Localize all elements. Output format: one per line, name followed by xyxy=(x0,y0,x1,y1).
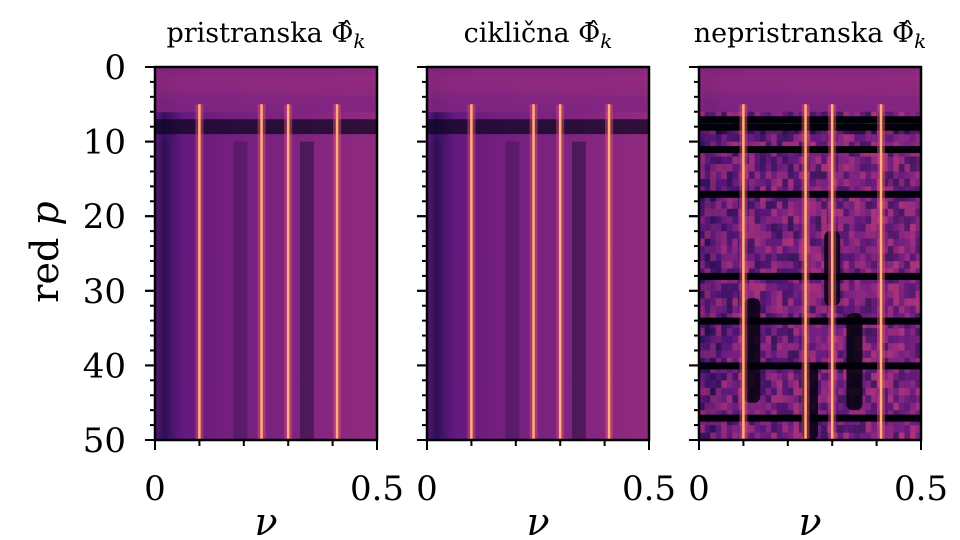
panel-frame xyxy=(697,65,923,442)
x-tick-label: 0.5 xyxy=(622,469,676,509)
x-axis-label: ν xyxy=(798,500,821,540)
y-tick-label: 20 xyxy=(83,197,126,237)
panel-2: ciklična Φ̂k 0 0.5 ν xyxy=(416,18,676,540)
dark-band xyxy=(699,146,921,154)
x-axis-label: ν xyxy=(254,500,277,540)
panel-frame xyxy=(425,65,651,442)
x-tick-label: 0 xyxy=(688,469,710,509)
panel-title: pristranska Φ̂k xyxy=(166,18,365,53)
y-tick-label: 30 xyxy=(83,272,126,312)
panel-3: nepristranska Φ̂k 0 0.5 ν xyxy=(688,18,948,540)
dark-band xyxy=(699,123,921,131)
heatmap-3 xyxy=(699,67,921,440)
dark-band xyxy=(699,317,921,325)
x-tick-label: 0 xyxy=(416,469,438,509)
x-tick-label: 0.5 xyxy=(350,469,404,509)
heatmap-2 xyxy=(427,67,649,440)
y-tick-label: 50 xyxy=(83,421,126,461)
panel-title: nepristranska Φ̂k xyxy=(694,18,926,53)
dark-band xyxy=(699,362,921,370)
x-tick-label: 0 xyxy=(144,469,166,509)
panel-1: pristranska Φ̂k 0 0.5 ν xyxy=(144,18,404,540)
dark-band xyxy=(699,190,921,198)
x-axis-label: ν xyxy=(526,500,549,540)
y-axis-label: red p xyxy=(23,201,67,302)
heatmap-1 xyxy=(155,67,377,440)
dark-band xyxy=(699,414,921,422)
x-tick-label: 0.5 xyxy=(894,469,948,509)
dark-band xyxy=(699,272,921,280)
panel-frame xyxy=(153,65,379,442)
y-tick-label: 0 xyxy=(104,48,126,88)
y-tick-label: 40 xyxy=(83,346,126,386)
panel-title: ciklična Φ̂k xyxy=(464,18,613,53)
y-tick-label: 10 xyxy=(83,123,126,163)
y-axis: 0 10 20 30 40 50 xyxy=(83,48,126,461)
dark-band xyxy=(699,116,921,124)
